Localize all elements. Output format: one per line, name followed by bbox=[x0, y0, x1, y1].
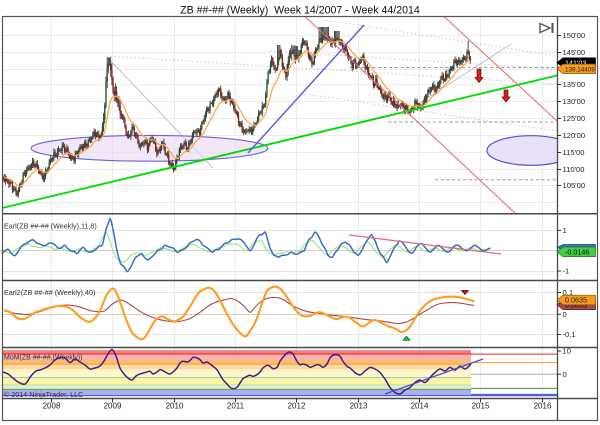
svg-text:2013: 2013 bbox=[350, 402, 368, 411]
svg-text:Earl2(ZB ##-## (Weekly),40): Earl2(ZB ##-## (Weekly),40) bbox=[4, 288, 95, 297]
svg-text:2016: 2016 bbox=[534, 402, 552, 411]
svg-text:-0.0146: -0.0146 bbox=[565, 248, 589, 257]
svg-text:139.14409: 139.14409 bbox=[565, 67, 595, 74]
svg-text:2009: 2009 bbox=[104, 402, 122, 411]
svg-text:115'00: 115'00 bbox=[563, 148, 585, 157]
svg-text:2008: 2008 bbox=[43, 402, 61, 411]
svg-text:Earl(ZB ##-## (Weekly),11,8): Earl(ZB ##-## (Weekly),11,8) bbox=[4, 222, 97, 231]
svg-text:-1: -1 bbox=[563, 267, 570, 276]
svg-text:10: 10 bbox=[563, 347, 571, 356]
svg-text:© 2014 NinjaTrader, LLC: © 2014 NinjaTrader, LLC bbox=[4, 390, 83, 399]
svg-text:110'00: 110'00 bbox=[563, 165, 585, 174]
svg-text:ZB ##-## (Weekly) Week 14/200: ZB ##-## (Weekly) Week 14/2007 - Week 44… bbox=[180, 5, 420, 17]
svg-text:0: 0 bbox=[563, 310, 567, 319]
svg-text:1: 1 bbox=[563, 226, 567, 235]
svg-text:0: 0 bbox=[563, 370, 567, 379]
svg-text:120'00: 120'00 bbox=[563, 131, 586, 140]
svg-text:150'00: 150'00 bbox=[563, 31, 586, 40]
svg-text:2011: 2011 bbox=[227, 402, 245, 411]
svg-text:130'00: 130'00 bbox=[563, 97, 586, 106]
svg-text:MoM(ZB ##-##,(Weekly)): MoM(ZB ##-##,(Weekly)) bbox=[4, 355, 82, 362]
svg-text:125'00: 125'00 bbox=[563, 114, 586, 123]
svg-text:141'03: 141'03 bbox=[565, 58, 586, 67]
svg-text:105'00: 105'00 bbox=[563, 181, 586, 190]
svg-text:145'00: 145'00 bbox=[563, 48, 586, 57]
svg-text:0.0635: 0.0635 bbox=[565, 296, 587, 305]
svg-text:2010: 2010 bbox=[166, 402, 184, 411]
svg-text:135'00: 135'00 bbox=[563, 80, 586, 89]
svg-text:-0.1: -0.1 bbox=[563, 330, 576, 339]
svg-text:2012: 2012 bbox=[288, 402, 306, 411]
svg-text:2015: 2015 bbox=[472, 402, 490, 411]
svg-text:0.1: 0.1 bbox=[563, 288, 574, 297]
svg-text:2014: 2014 bbox=[411, 402, 429, 411]
